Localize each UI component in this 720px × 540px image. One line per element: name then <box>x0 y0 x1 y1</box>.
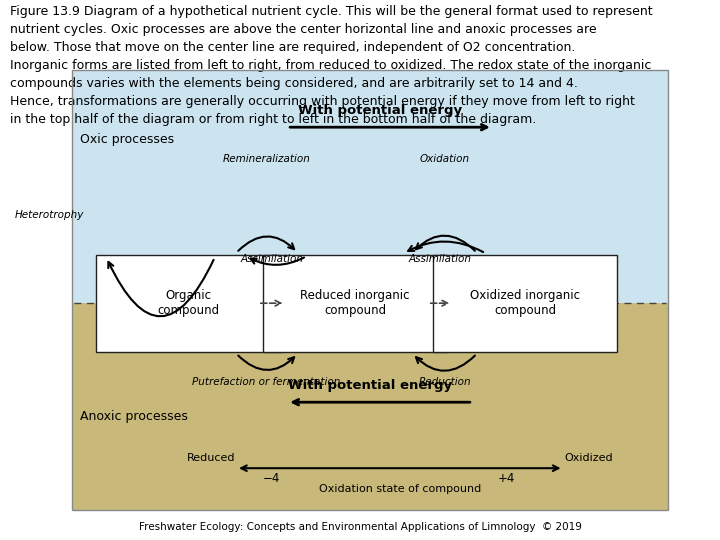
Text: With potential energy: With potential energy <box>298 104 462 117</box>
Text: Heterotrophy: Heterotrophy <box>15 210 84 220</box>
Bar <box>263 255 447 352</box>
Text: Oxidation: Oxidation <box>420 153 470 164</box>
Text: −4: −4 <box>262 472 280 485</box>
Text: Freshwater Ecology: Concepts and Environmental Applications of Limnology  © 2019: Freshwater Ecology: Concepts and Environ… <box>138 522 582 532</box>
Text: Oxidation state of compound: Oxidation state of compound <box>319 484 481 494</box>
Bar <box>433 255 617 352</box>
Text: Putrefaction or fermentation: Putrefaction or fermentation <box>192 377 341 387</box>
Text: Remineralization: Remineralization <box>222 153 310 164</box>
Text: Organic
compound: Organic compound <box>157 289 220 317</box>
Text: With potential energy: With potential energy <box>288 379 452 392</box>
Bar <box>72 70 668 510</box>
Text: Reduction: Reduction <box>419 377 472 387</box>
Text: Figure 13.9 Diagram of a hypothetical nutrient cycle. This will be the general f: Figure 13.9 Diagram of a hypothetical nu… <box>10 5 652 126</box>
Text: Assimilation: Assimilation <box>408 254 472 264</box>
Text: Anoxic processes: Anoxic processes <box>80 410 188 423</box>
Bar <box>72 70 668 303</box>
Text: Oxidized inorganic
compound: Oxidized inorganic compound <box>470 289 580 317</box>
Text: Reduced: Reduced <box>186 453 235 463</box>
Text: Oxic processes: Oxic processes <box>80 133 174 146</box>
Text: +4: +4 <box>498 472 515 485</box>
Text: Oxidized: Oxidized <box>564 453 613 463</box>
Bar <box>96 255 281 352</box>
Bar <box>72 303 668 510</box>
Text: Assimilation: Assimilation <box>240 254 303 264</box>
Text: Reduced inorganic
compound: Reduced inorganic compound <box>300 289 410 317</box>
